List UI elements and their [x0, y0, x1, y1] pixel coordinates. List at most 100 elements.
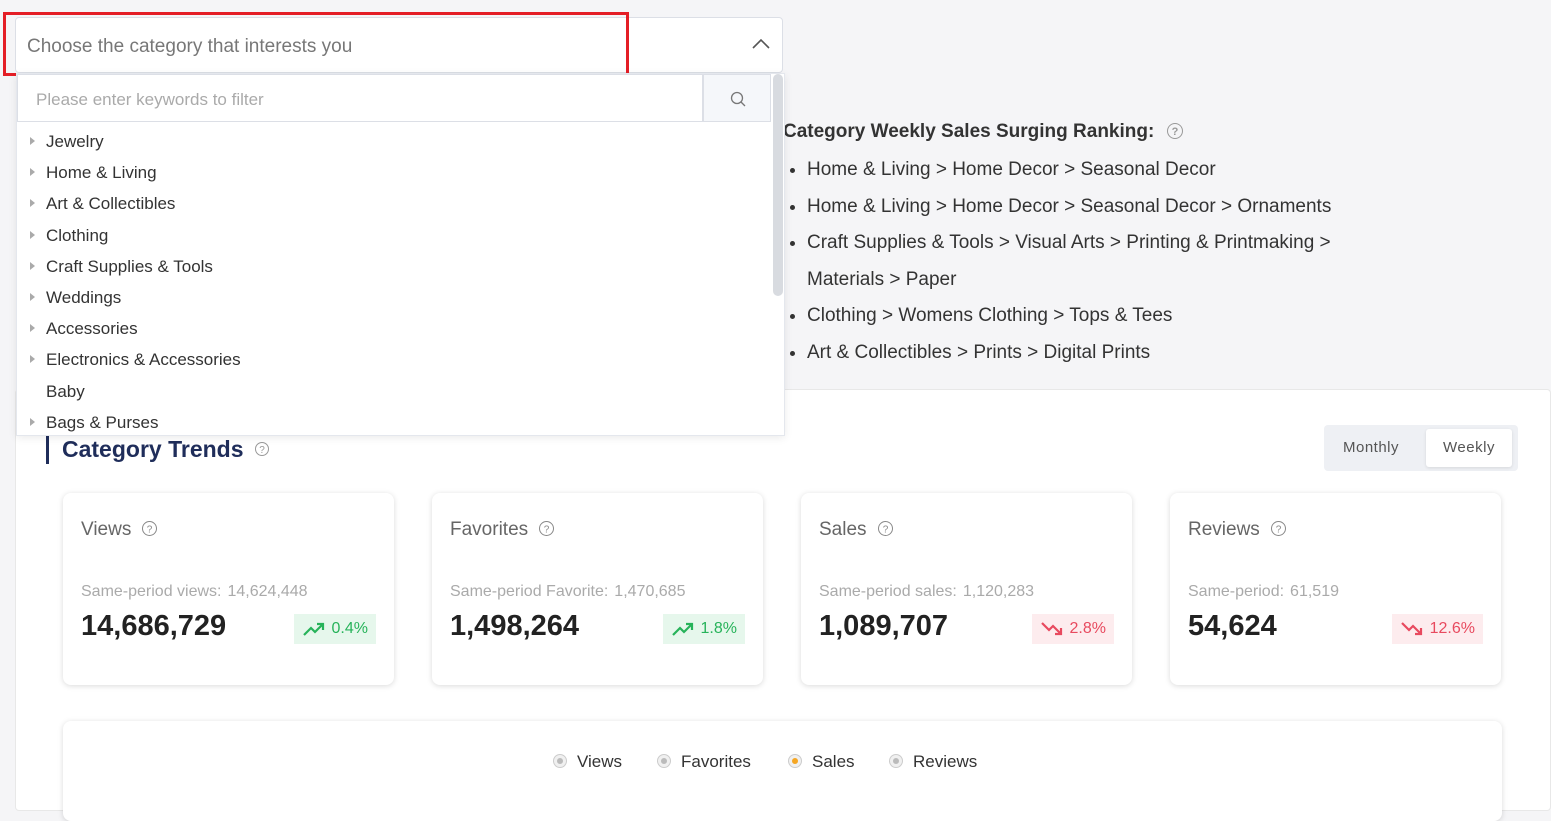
trend-down-icon — [1400, 622, 1422, 636]
legend-label: Views — [577, 752, 623, 771]
dropdown-item[interactable]: Home & Living — [17, 158, 767, 188]
ranking-item: Craft Supplies & Tools > Visual Arts > P… — [807, 225, 1397, 298]
dropdown-item[interactable]: Craft Supplies & Tools — [17, 252, 767, 282]
legend-dot — [792, 758, 798, 764]
toggle-button[interactable]: Weekly — [1426, 429, 1512, 467]
card-value: 1,089,707 — [819, 610, 949, 642]
card-value: 1,498,264 — [450, 610, 580, 642]
legend-radio — [657, 754, 671, 768]
card-value: 14,686,729 — [81, 610, 227, 642]
same-period-value: 1,470,685 — [614, 583, 686, 600]
same-period-value: 14,624,448 — [227, 583, 308, 600]
dropdown-item[interactable]: Weddings — [17, 283, 767, 313]
dropdown-item[interactable]: Jewelry — [17, 127, 767, 157]
card-title-text: Views — [81, 519, 132, 540]
legend-radio — [889, 754, 903, 768]
trends-title: Category Trends ? — [62, 436, 270, 463]
legend-item[interactable]: Reviews — [889, 752, 977, 772]
item-label: Jewelry — [46, 132, 104, 151]
same-period: Same-period Favorite: 1,470,685 — [450, 583, 685, 601]
help-icon: ? — [254, 442, 269, 456]
same-period-label: Same-period views: — [81, 583, 222, 600]
change-badge: 0.4% — [293, 614, 376, 644]
item-label: Clothing — [46, 225, 109, 245]
expand-arrow — [30, 137, 35, 145]
expand-arrow — [30, 261, 35, 270]
category-select[interactable]: Choose the category that interests you — [15, 17, 783, 73]
legend-item[interactable]: Sales — [788, 752, 855, 772]
change-badge: 1.8% — [662, 614, 745, 644]
change-badge: 2.8% — [1031, 614, 1114, 644]
change-text: 2.8% — [1069, 620, 1106, 637]
same-period: Same-period: 61,519 — [1188, 583, 1339, 601]
item-label: Art & Collectibles — [46, 194, 176, 214]
expand-arrow — [30, 324, 35, 333]
svg-text:?: ? — [259, 445, 265, 456]
card-title-text: Sales — [819, 519, 867, 540]
same-period-value: 1,120,283 — [962, 583, 1035, 600]
search-icon — [730, 91, 746, 107]
help-icon: ? — [1166, 123, 1183, 139]
card-title: Reviews? — [1188, 519, 1287, 541]
ranking-item: Art & Collectibles > Prints > Digital Pr… — [807, 335, 1397, 372]
trends-title-text: Category Trends — [62, 436, 244, 462]
dropdown-item[interactable]: Art & Collectibles — [17, 189, 767, 219]
card-value: 54,624 — [1188, 610, 1277, 642]
legend-dot — [557, 758, 563, 764]
dropdown-item[interactable]: Electronics & Accessories — [17, 345, 767, 375]
card-title: Views? — [81, 519, 158, 541]
change-text: 0.4% — [331, 620, 368, 637]
item-label: Electronics & Accessories — [46, 350, 241, 370]
expand-arrow — [30, 355, 35, 364]
svg-text:?: ? — [544, 525, 550, 536]
change-badge: 12.6% — [1391, 614, 1483, 644]
expand-arrow — [30, 230, 35, 239]
dropdown-item[interactable]: Bags & Purses — [17, 408, 767, 435]
toggle-button[interactable]: Monthly — [1342, 439, 1400, 456]
item-label: Weddings — [46, 288, 122, 307]
trend-up-icon — [302, 622, 324, 636]
item-label: Accessories — [46, 319, 138, 339]
legend-item[interactable]: Favorites — [657, 752, 751, 772]
metric-card: Favorites? Same-period Favorite: 1,470,685… — [432, 493, 763, 685]
help-icon: ? — [1270, 521, 1286, 536]
ranking-list: Home & Living > Home Decor > Seasonal De… — [783, 152, 1397, 371]
trend-down-icon — [1040, 622, 1062, 636]
help-icon: ? — [539, 521, 555, 536]
legend-radio — [788, 754, 802, 768]
period-toggle: Monthly Weekly — [1324, 425, 1518, 471]
ranking-title: Category Weekly Sales Surging Ranking: ? — [783, 121, 1184, 143]
page: Choose the category that interests you C… — [0, 0, 1551, 799]
svg-text:?: ? — [1276, 525, 1282, 536]
ranking-item: Clothing > Womens Clothing > Tops & Tees — [807, 298, 1397, 335]
change-text: 12.6% — [1429, 620, 1475, 637]
dropdown-item[interactable]: Baby — [17, 377, 767, 407]
same-period: Same-period views: 14,624,448 — [81, 583, 308, 601]
svg-text:?: ? — [147, 525, 153, 536]
legend-dot — [893, 758, 899, 764]
item-label: Bags & Purses — [46, 412, 159, 432]
expand-arrow — [30, 293, 35, 301]
dropdown-item[interactable]: Accessories — [17, 314, 767, 344]
same-period-value: 61,519 — [1290, 583, 1339, 600]
filter-input[interactable]: Please enter keywords to filter — [17, 74, 703, 122]
legend-item[interactable]: Views — [553, 752, 622, 772]
card-title-text: Favorites — [450, 519, 529, 540]
item-label: Home & Living — [46, 163, 157, 183]
expand-arrow — [30, 168, 35, 177]
legend-label: Favorites — [681, 752, 751, 771]
expand-arrow — [30, 417, 35, 426]
change-text: 1.8% — [700, 620, 737, 637]
search-button[interactable] — [703, 74, 771, 122]
legend-label: Reviews — [913, 752, 978, 771]
expand-arrow — [30, 199, 35, 208]
ranking-item: Home & Living > Home Decor > Seasonal De… — [807, 152, 1397, 189]
dropdown-item[interactable]: Clothing — [17, 221, 767, 251]
placeholder: Choose the category that interests you — [27, 36, 353, 57]
item-label: Craft Supplies & Tools — [46, 256, 213, 276]
chart-card: Views Favorites Sales Reviews — [63, 721, 1502, 821]
filter-placeholder: Please enter keywords to filter — [36, 90, 264, 109]
metric-card: Sales? Same-period sales: 1,120,283 1,089,7… — [801, 493, 1132, 685]
chevron-up — [752, 38, 770, 49]
card-title: Favorites? — [450, 519, 555, 541]
